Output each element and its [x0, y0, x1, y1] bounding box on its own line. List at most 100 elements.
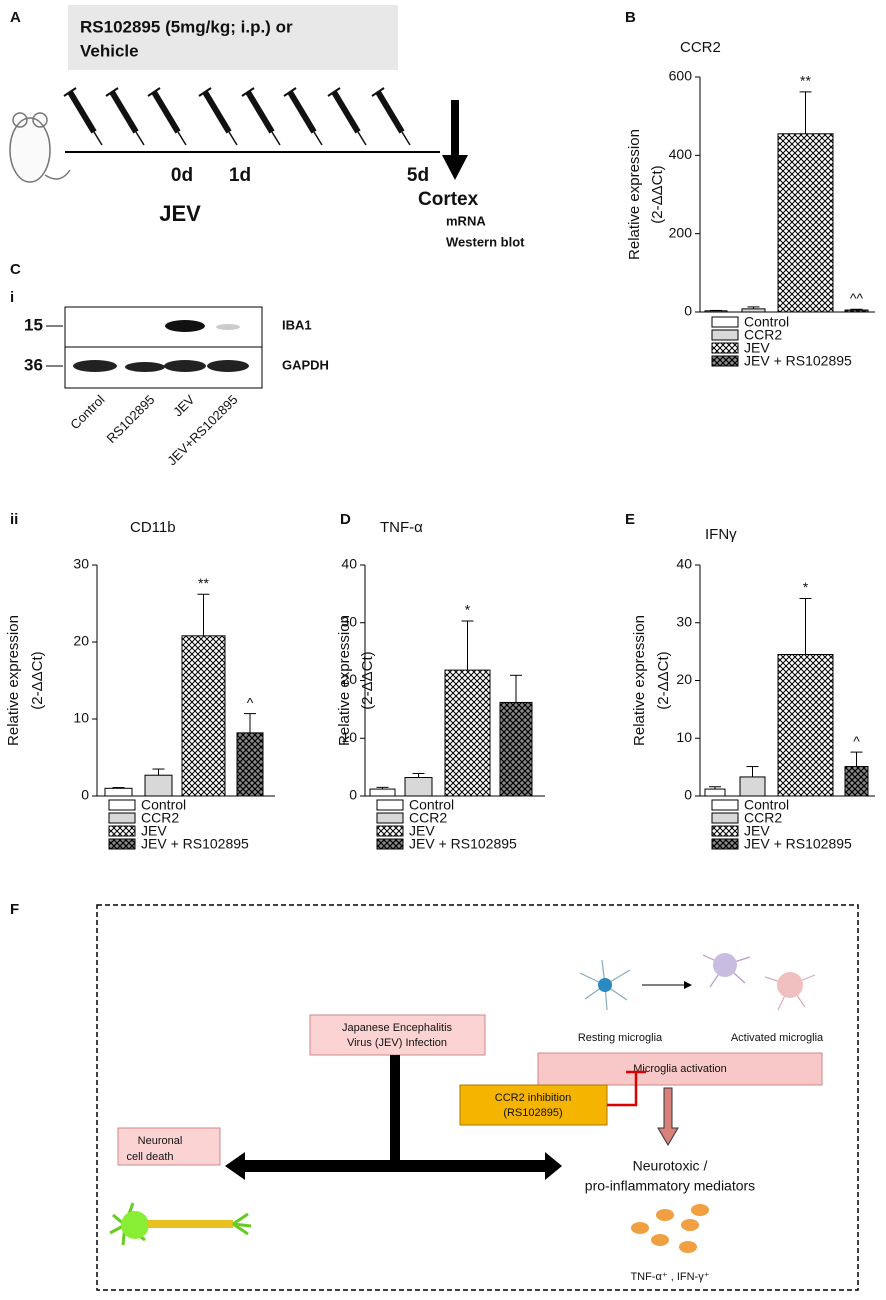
syringe-needle [357, 131, 367, 146]
chart-title: CD11b [130, 519, 176, 536]
y-axis-label: (2-ΔΔCt) [29, 651, 46, 709]
legend-swatch [376, 812, 404, 824]
annotation: ** [800, 73, 811, 89]
legend-label: JEV + RS102895 [409, 836, 517, 852]
syringe [245, 90, 275, 134]
bar [704, 310, 728, 313]
arrow [442, 100, 468, 180]
treatment: Vehicle [80, 41, 139, 60]
syringe-grip [147, 87, 161, 97]
mouse-icon [9, 112, 71, 183]
legend-label: JEV + RS102895 [141, 836, 249, 852]
legend-label: JEV + RS102895 [744, 836, 852, 852]
syringe-grip [241, 87, 255, 97]
protein: IBA1 [282, 317, 312, 332]
annotation: ^ [247, 694, 254, 710]
blot-bands [73, 320, 249, 372]
day: 1d [229, 165, 251, 186]
assay: Western blot [446, 234, 525, 249]
box [117, 1127, 221, 1166]
legend-label: CCR2 [744, 810, 782, 826]
annotation: ^ [853, 733, 860, 749]
bar [181, 635, 226, 797]
y-tick-label: 10 [676, 729, 692, 745]
legend-swatch [711, 342, 739, 354]
y-tick-label: 0 [684, 787, 692, 803]
syringe [287, 90, 317, 134]
panel-label: C [10, 261, 21, 278]
arrow [225, 1055, 562, 1180]
legend-swatch [711, 812, 739, 824]
treatment-box [68, 5, 398, 70]
y-tick-label: 20 [341, 671, 357, 687]
label: Japanese Encephalitis [342, 1022, 453, 1034]
y-tick-label: 30 [676, 613, 692, 629]
panel-label: E [625, 511, 635, 528]
syringe-needle [177, 131, 187, 146]
bar [739, 776, 766, 797]
bar [444, 669, 491, 797]
lane-label: JEV [170, 392, 198, 420]
box [459, 1084, 608, 1126]
bar [777, 654, 834, 797]
syringes [63, 87, 411, 146]
y-tick-label: 200 [669, 224, 693, 240]
legend-swatch [711, 329, 739, 341]
microglia-icons [579, 953, 816, 1011]
legend-swatch [376, 825, 404, 837]
label: pro-inflammatory mediators [585, 1178, 755, 1194]
legend-label: Control [141, 797, 186, 813]
bar [369, 788, 396, 797]
syringe-grip [371, 87, 385, 97]
label: TNF-α⁺ , IFN-γ⁺ [630, 1271, 709, 1283]
panel-label: B [625, 9, 636, 26]
syringe-grip [63, 87, 77, 97]
syringe-grip [283, 87, 297, 97]
y-axis-label: Relative expression [336, 615, 353, 746]
legend-swatch [376, 799, 404, 811]
inhibition [607, 1070, 646, 1107]
marker: 15 [24, 315, 43, 334]
protein: GAPDH [282, 357, 329, 372]
chart-title: CCR2 [680, 39, 721, 56]
marker: 36 [24, 355, 43, 374]
legend-swatch [108, 825, 136, 837]
box [309, 1014, 486, 1056]
bar [104, 787, 133, 797]
bar [741, 308, 766, 313]
bar [499, 701, 533, 797]
y-axis-label: Relative expression [626, 129, 643, 260]
syringe-needle [135, 131, 145, 146]
syringe-grip [105, 87, 119, 97]
chart-title: IFNγ [705, 526, 737, 543]
panel-label: F [10, 901, 19, 918]
bar [144, 774, 173, 797]
syringe [151, 90, 181, 134]
syringe [331, 90, 361, 134]
cytokine-icons [631, 1204, 709, 1253]
syringe-needle [93, 131, 103, 146]
y-tick-label: 0 [349, 787, 357, 803]
label: Neurotoxic / [633, 1158, 708, 1174]
legend-label: JEV [744, 823, 770, 839]
legend-swatch [711, 799, 739, 811]
chart-title: TNF-α [380, 519, 423, 536]
arrow [657, 1087, 679, 1146]
legend-swatch [711, 316, 739, 328]
y-axis-label: (2-ΔΔCt) [655, 651, 672, 709]
label: Neuronal [138, 1135, 183, 1147]
legend-swatch [711, 825, 739, 837]
day: 5d [407, 165, 429, 186]
legend-swatch [376, 838, 404, 850]
label: Microglia activation [633, 1063, 727, 1075]
label: CCR2 inhibition [495, 1092, 571, 1104]
day: 0d [171, 165, 193, 186]
y-axis-label: Relative expression [631, 615, 648, 746]
assay: mRNA [446, 213, 486, 228]
legend-swatch [108, 799, 136, 811]
legend-label: CCR2 [744, 327, 782, 343]
legend-label: JEV [141, 823, 167, 839]
syringe [375, 90, 405, 134]
infection: JEV [159, 201, 201, 226]
legend-label: Control [409, 797, 454, 813]
